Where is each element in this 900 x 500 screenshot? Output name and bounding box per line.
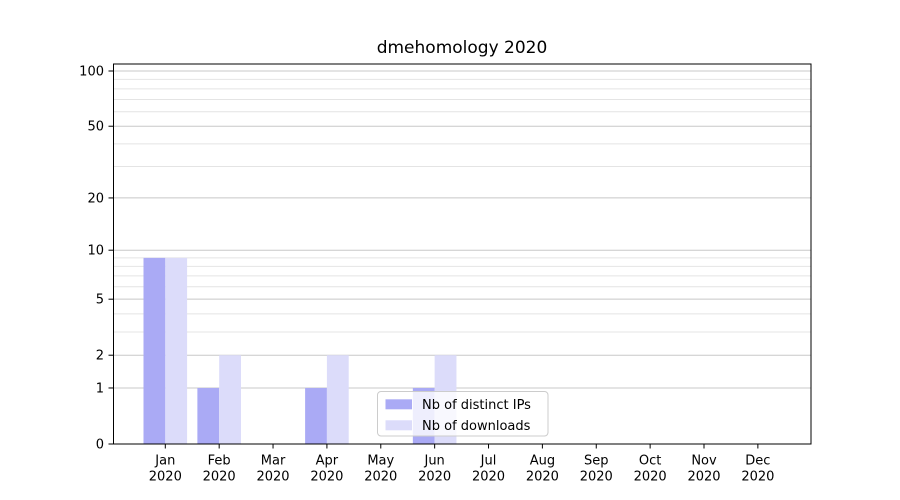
x-tick-label-year-may: 2020: [364, 470, 397, 485]
bar-distinct-ips-apr: [305, 387, 327, 444]
x-tick-label-month-dec: Dec: [745, 454, 770, 469]
x-tick-label-year-aug: 2020: [526, 470, 559, 485]
legend-swatch-downloads: [385, 420, 412, 431]
bar-distinct-ips-jan: [143, 257, 166, 444]
legend-box: [377, 391, 549, 437]
bar-downloads-jan: [165, 257, 188, 444]
legend-label-downloads: Nb of downloads: [422, 419, 531, 434]
x-tick-label-year-sep: 2020: [580, 470, 613, 485]
x-tick-label-year-jul: 2020: [472, 470, 505, 485]
bar-downloads-apr: [326, 355, 349, 444]
x-tick-label-month-jan: Jan: [154, 454, 175, 469]
y-tick-label-5: 5: [96, 293, 104, 308]
y-tick-label-1: 1: [96, 381, 104, 396]
x-tick-label-month-oct: Oct: [639, 454, 661, 469]
x-tick-label-month-apr: Apr: [316, 454, 339, 469]
x-tick-label-month-sep: Sep: [584, 454, 609, 469]
y-tick-label-50: 50: [87, 120, 104, 135]
bar-downloads-feb: [219, 355, 241, 444]
y-tick-label-20: 20: [87, 191, 104, 206]
plot-frame: [113, 63, 812, 445]
chart-title: dmehomology 2020: [377, 38, 548, 58]
x-tick-label-year-feb: 2020: [203, 470, 236, 485]
legend-swatch-distinct-ips: [385, 399, 412, 410]
x-tick-label-year-mar: 2020: [256, 470, 289, 485]
x-tick-label-year-dec: 2020: [741, 470, 774, 485]
x-tick-label-month-nov: Nov: [691, 454, 717, 469]
y-tick-label-100: 100: [79, 64, 104, 79]
x-tick-label-month-feb: Feb: [208, 454, 231, 469]
y-tick-label-0: 0: [96, 438, 104, 453]
x-tick-label-year-apr: 2020: [310, 470, 343, 485]
x-tick-label-year-jan: 2020: [149, 470, 182, 485]
bar-distinct-ips-feb: [197, 387, 220, 444]
x-tick-label-year-oct: 2020: [634, 470, 667, 485]
legend: Nb of distinct IPs Nb of downloads: [377, 391, 549, 437]
legend-label-distinct-ips: Nb of distinct IPs: [422, 398, 531, 413]
x-tick-label-month-jul: Jul: [480, 454, 497, 469]
grid-layer: [113, 70, 811, 389]
labels-layer: 0125102050100Jan2020Feb2020Mar2020Apr202…: [79, 64, 774, 484]
x-tick-label-year-nov: 2020: [687, 470, 720, 485]
x-tick-label-year-jun: 2020: [418, 470, 451, 485]
y-tick-label-10: 10: [87, 244, 104, 259]
x-tick-label-month-aug: Aug: [530, 454, 555, 469]
axes-layer: [108, 63, 812, 449]
x-tick-label-month-jun: Jun: [423, 454, 444, 469]
y-tick-label-2: 2: [96, 349, 104, 364]
x-tick-label-month-may: May: [367, 454, 394, 469]
x-tick-label-month-mar: Mar: [261, 454, 286, 469]
